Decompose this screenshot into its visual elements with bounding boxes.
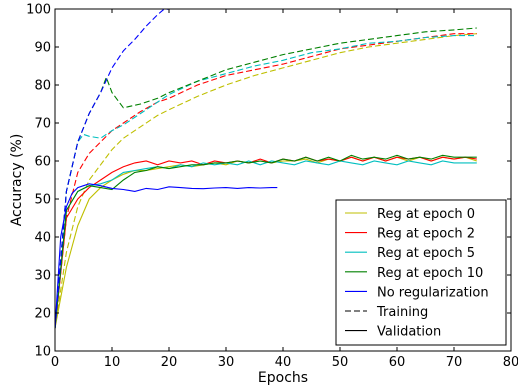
y-axis: 10 20 30 40 50 60 70 80 90 100	[26, 3, 511, 360]
legend-frame	[335, 199, 507, 346]
series-layer	[55, 9, 477, 329]
y-tick-label: 70	[34, 117, 51, 132]
x-tick-label: 50	[332, 355, 349, 370]
legend-label: Reg at epoch 10	[377, 266, 483, 281]
x-axis-label: Epochs	[258, 370, 308, 386]
y-tick-label: 30	[34, 269, 51, 284]
series-4-validation-line	[55, 183, 278, 329]
x-tick-label: 60	[389, 355, 406, 370]
y-tick-label: 100	[26, 3, 51, 18]
x-tick-label: 0	[51, 355, 59, 370]
series-0-training-line	[55, 33, 477, 329]
x-tick-label: 30	[218, 355, 235, 370]
x-axis: 0 10 20 30 40 50 60 70 80	[51, 9, 518, 370]
y-tick-label: 50	[34, 193, 51, 208]
legend-label: Reg at epoch 0	[377, 207, 475, 222]
series-2-training-line	[55, 35, 477, 329]
y-tick-label: 60	[34, 155, 51, 170]
x-tick-label: 40	[275, 355, 292, 370]
y-tick-label: 40	[34, 231, 51, 246]
y-axis-label: Accuracy (%)	[9, 134, 25, 227]
x-tick-label: 20	[161, 355, 178, 370]
x-tick-label: 10	[104, 355, 121, 370]
legend-label: Reg at epoch 5	[377, 246, 475, 261]
series-2-validation-line	[55, 160, 477, 329]
legend-label: Validation	[377, 325, 441, 340]
series-4-training-line	[55, 9, 278, 329]
legend-label: Reg at epoch 2	[377, 227, 475, 242]
y-tick-label: 80	[34, 79, 51, 94]
series-1-training-line	[55, 33, 477, 329]
legend-label: No regularization	[377, 285, 489, 300]
x-tick-label: 70	[446, 355, 463, 370]
y-tick-label: 90	[34, 41, 51, 56]
y-tick-label: 20	[34, 307, 51, 322]
legend-label: Training	[376, 305, 428, 320]
series-3-validation-line	[55, 154, 477, 329]
legend: Reg at epoch 0 Reg at epoch 2 Reg at epoch…	[335, 199, 507, 346]
x-tick-label: 80	[503, 355, 518, 370]
y-tick-label: 10	[34, 345, 51, 360]
